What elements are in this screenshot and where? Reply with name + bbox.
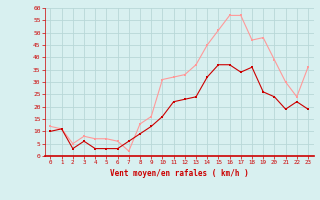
X-axis label: Vent moyen/en rafales ( km/h ): Vent moyen/en rafales ( km/h ) [110,169,249,178]
